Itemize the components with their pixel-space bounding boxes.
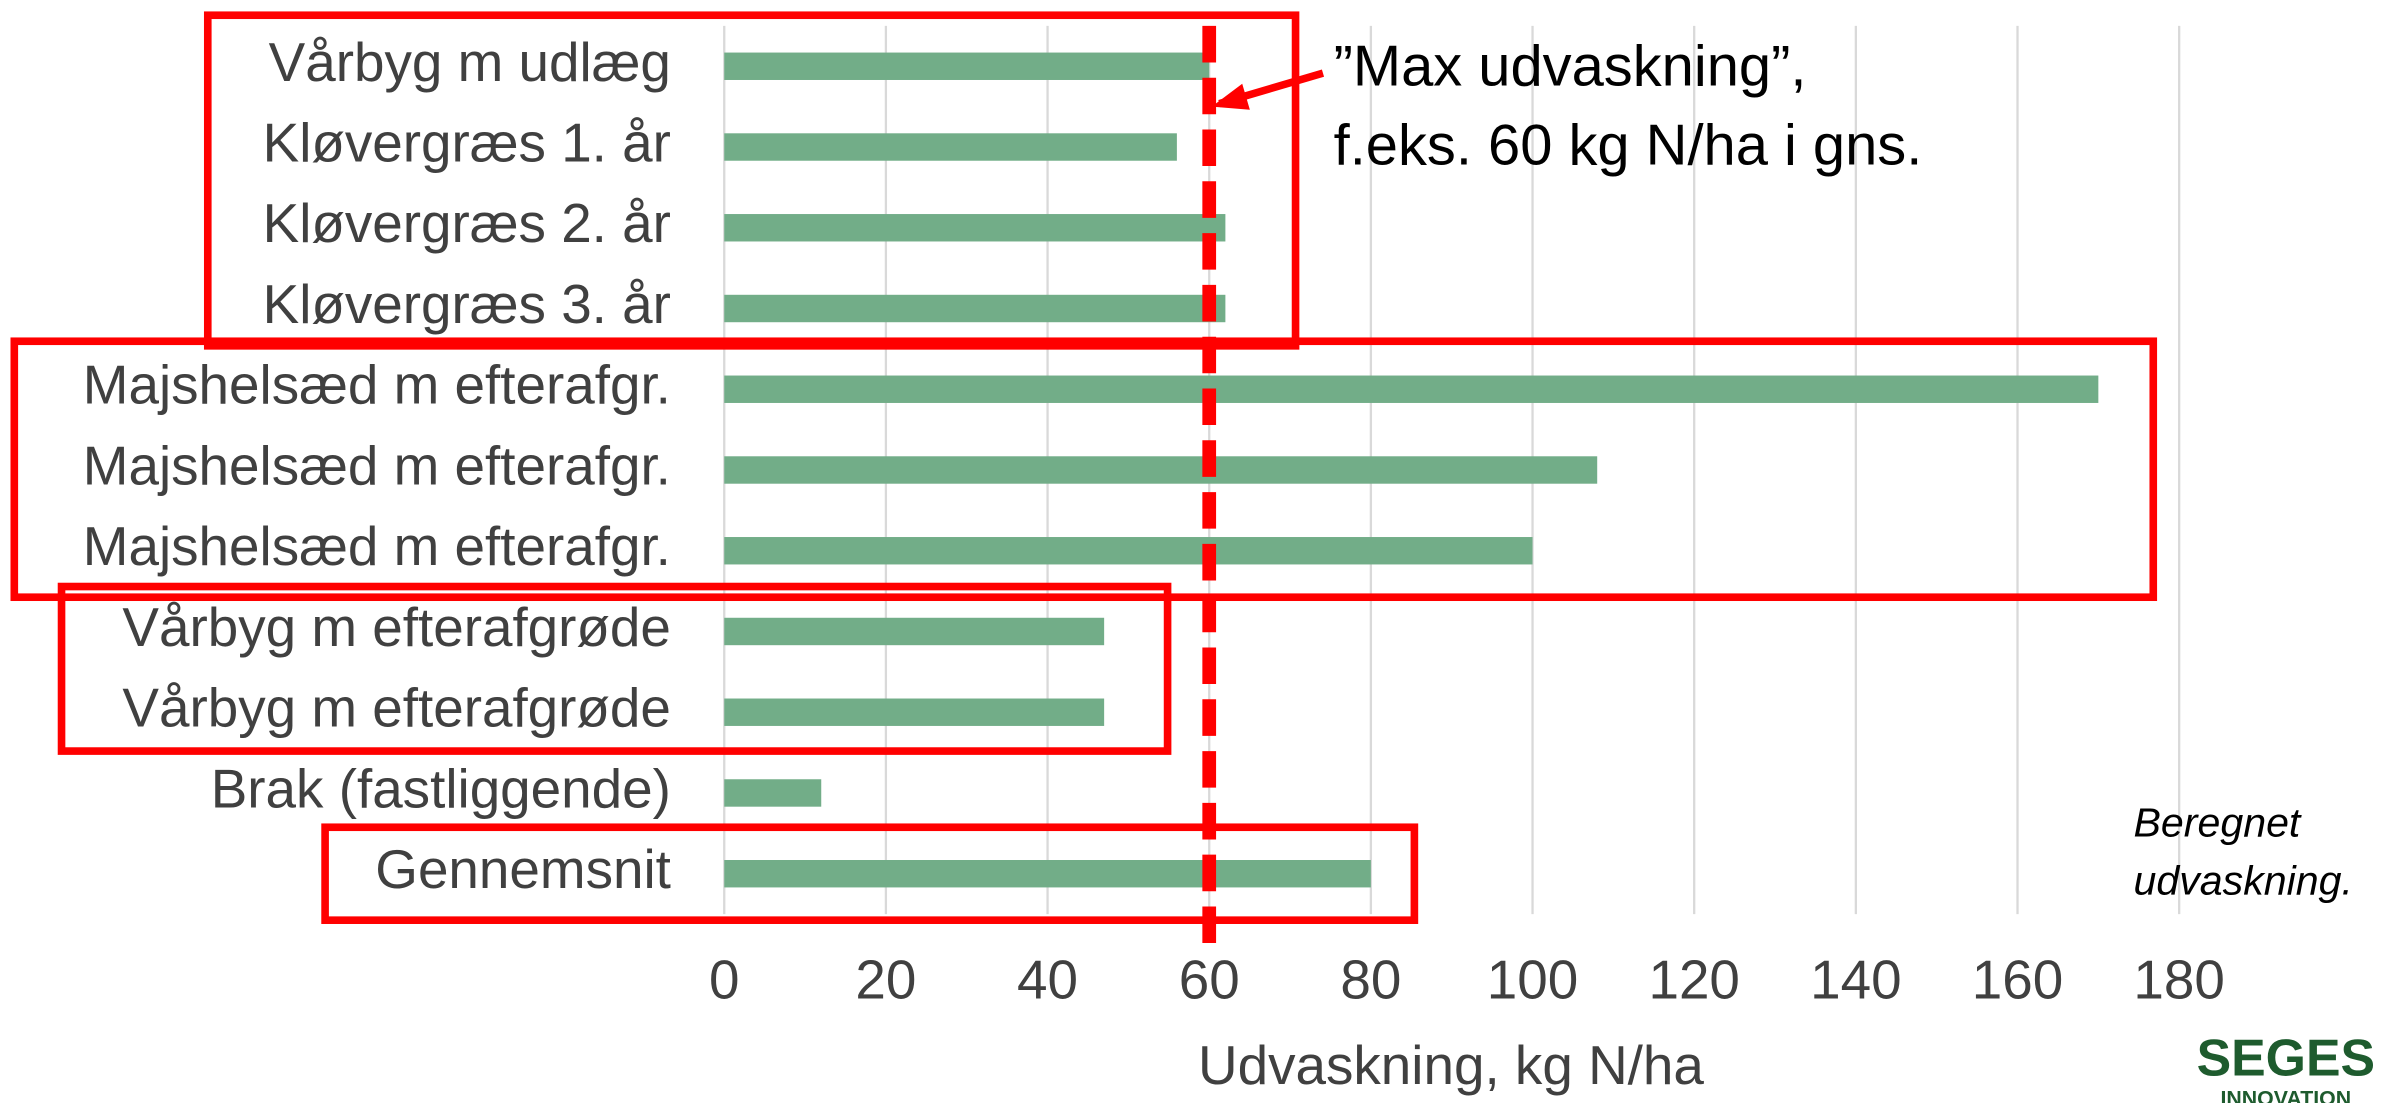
annotation: f.eks. 60 kg N/ha i gns. — [1334, 114, 1923, 178]
y-tick-label: Kløvergræs 1. år — [263, 112, 671, 174]
x-tick-label: 120 — [1648, 949, 1739, 1011]
x-tick-label: 0 — [709, 949, 740, 1011]
x-tick-label: 60 — [1179, 949, 1240, 1011]
x-tick-label: 100 — [1487, 949, 1578, 1011]
y-tick-label: Majshelsæd m efterafgr. — [83, 515, 671, 577]
y-tick-label: Majshelsæd m efterafgr. — [83, 434, 671, 496]
bar — [724, 375, 2099, 403]
bar — [724, 779, 822, 807]
y-tick-label: Vårbyg m udlæg — [269, 31, 671, 93]
x-tick-label: 80 — [1340, 949, 1401, 1011]
bar — [724, 698, 1105, 726]
note: udvaskning. — [2133, 857, 2352, 903]
arrow-head — [1211, 83, 1250, 110]
bar — [724, 537, 1533, 565]
logo: SEGES — [2197, 1029, 2375, 1087]
highlight-box — [57, 582, 1172, 755]
x-tick-label: 160 — [1972, 949, 2063, 1011]
bar — [724, 52, 1210, 80]
x-axis-label: Udvaskning, kg N/ha — [1198, 1034, 1704, 1096]
logo: INNOVATION — [2220, 1087, 2351, 1103]
y-tick-label: Majshelsæd m efterafgr. — [83, 354, 671, 416]
y-tick-label: Gennemsnit — [375, 838, 671, 900]
highlight-box — [203, 11, 1300, 350]
x-tick-label: 180 — [2133, 949, 2224, 1011]
highlight-box — [321, 823, 1419, 924]
note: Beregnet — [2133, 800, 2301, 846]
highlight-boxes — [10, 11, 2158, 924]
bar — [724, 860, 1371, 888]
bar — [724, 214, 1226, 242]
y-tick-label: Vårbyg m efterafgrøde — [122, 677, 671, 739]
annotation: ”Max udvaskning”, — [1334, 34, 1807, 98]
highlight-box — [10, 337, 2158, 602]
x-tick-label: 20 — [855, 949, 916, 1011]
y-tick-label: Brak (fastliggende) — [211, 757, 671, 819]
y-tick-label: Vårbyg m efterafgrøde — [122, 596, 671, 658]
y-tick-label: Kløvergræs 2. år — [263, 192, 671, 254]
x-tick-label: 40 — [1017, 949, 1078, 1011]
bar — [724, 456, 1598, 484]
bar — [724, 133, 1177, 161]
bar — [724, 617, 1105, 646]
x-tick-label: 140 — [1810, 949, 1901, 1011]
y-tick-label: Kløvergræs 3. år — [263, 273, 671, 335]
bar — [724, 294, 1226, 323]
